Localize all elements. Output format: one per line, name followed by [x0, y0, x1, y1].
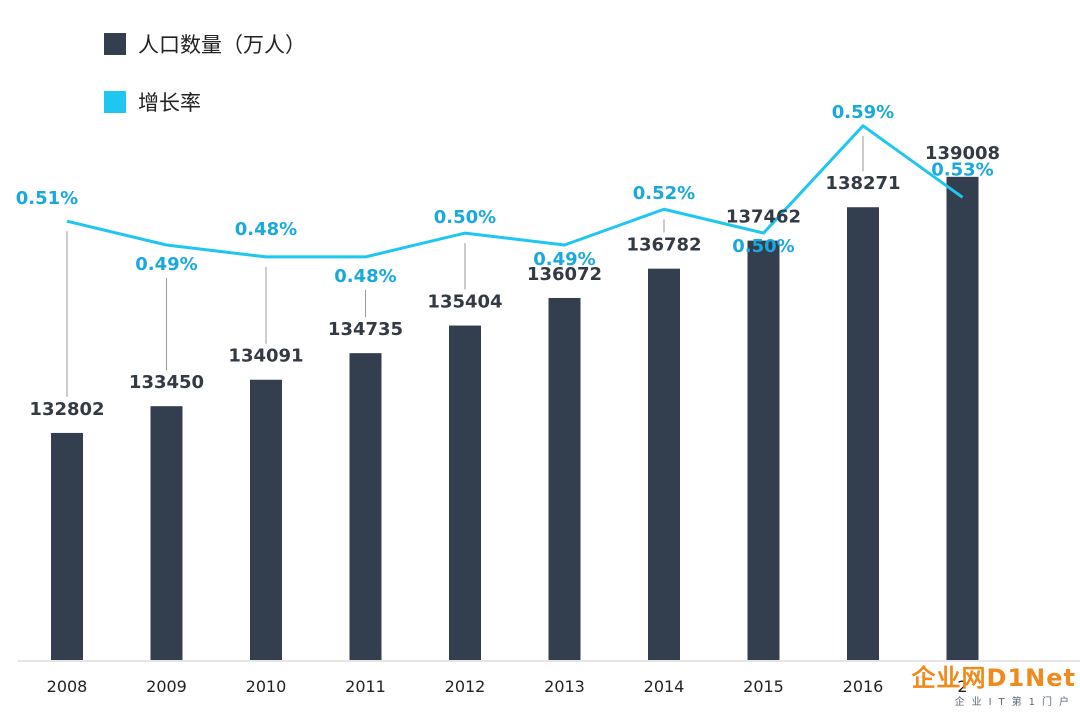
bar-value-label-2010: 134091	[228, 346, 303, 367]
rate-value-label-2012: 0.50%	[434, 207, 496, 228]
rate-value-label-2011: 0.48%	[334, 266, 396, 287]
bar-2012	[449, 325, 481, 660]
bar-value-label-2012: 135404	[427, 292, 502, 313]
x-tick-label-2017: 2	[957, 677, 967, 696]
x-tick-label-2012: 2012	[445, 677, 486, 696]
x-tick-label-2010: 2010	[246, 677, 287, 696]
legend-swatch-bar	[104, 33, 126, 55]
data-labels: 132802 0.51% 133450 0.49% 134091 0.48% 134735 0…	[16, 102, 1000, 420]
rate-value-label-2010: 0.48%	[235, 219, 297, 240]
x-tick-label-2008: 2008	[47, 677, 88, 696]
x-tick-label-2014: 2014	[644, 677, 685, 696]
watermark: 企业网D1Net 企业IT第1门户	[912, 658, 1076, 708]
bar-value-label-2016: 138271	[825, 173, 900, 194]
rate-value-label-2014: 0.52%	[633, 183, 695, 204]
watermark-tagline: 企业IT第1门户	[954, 697, 1076, 708]
rate-value-label-2009: 0.49%	[135, 254, 197, 275]
legend-growth: 增长率	[104, 87, 201, 117]
x-tick-label-2015: 2015	[743, 677, 784, 696]
bar-2011	[349, 353, 382, 660]
bar-value-label-2015: 137462	[726, 207, 801, 228]
x-tick-label-2009: 2009	[146, 677, 187, 696]
bars	[51, 176, 979, 661]
rate-value-label-2008: 0.51%	[16, 188, 78, 209]
connector-lines	[66, 135, 864, 397]
watermark-logo: 企业网D1Net	[911, 664, 1076, 692]
bar-value-label-2014: 136782	[626, 235, 701, 256]
bar-value-label-2008: 132802	[29, 399, 104, 420]
bar-value-label-2017: 139008	[925, 143, 1000, 164]
legend-population-label: 人口数量（万人）	[138, 33, 306, 57]
x-tick-label-2016: 2016	[843, 677, 884, 696]
bar-2017	[946, 176, 979, 661]
growth-line	[66, 124, 964, 259]
bar-value-label-2013: 136072	[527, 264, 602, 285]
rate-value-label-2017: 0.53%	[931, 159, 993, 180]
bar-2015	[747, 240, 780, 660]
bar-2014	[648, 268, 680, 660]
bar-2016	[847, 207, 879, 660]
bar-2008	[51, 432, 83, 660]
bar-2010	[250, 379, 282, 660]
rate-value-label-2016: 0.59%	[832, 102, 894, 123]
growth-rate-line	[66, 124, 964, 259]
rate-value-label-2013: 0.49%	[533, 249, 595, 270]
bar-2009	[150, 406, 183, 660]
legend-swatch-line	[104, 91, 126, 113]
x-axis: 2008 2009 2010 2011 2012 2013 2014 2015 2016 2	[18, 660, 1080, 696]
x-tick-label-2013: 2013	[544, 677, 585, 696]
legend-growth-label: 增长率	[138, 91, 201, 115]
bar-value-label-2009: 133450	[129, 372, 204, 393]
x-tick-label-2011: 2011	[345, 677, 386, 696]
bar-2013	[548, 297, 581, 660]
legend-population: 人口数量（万人）	[104, 29, 306, 59]
bar-value-label-2011: 134735	[328, 319, 403, 340]
rate-value-label-2015: 0.50%	[732, 236, 794, 257]
